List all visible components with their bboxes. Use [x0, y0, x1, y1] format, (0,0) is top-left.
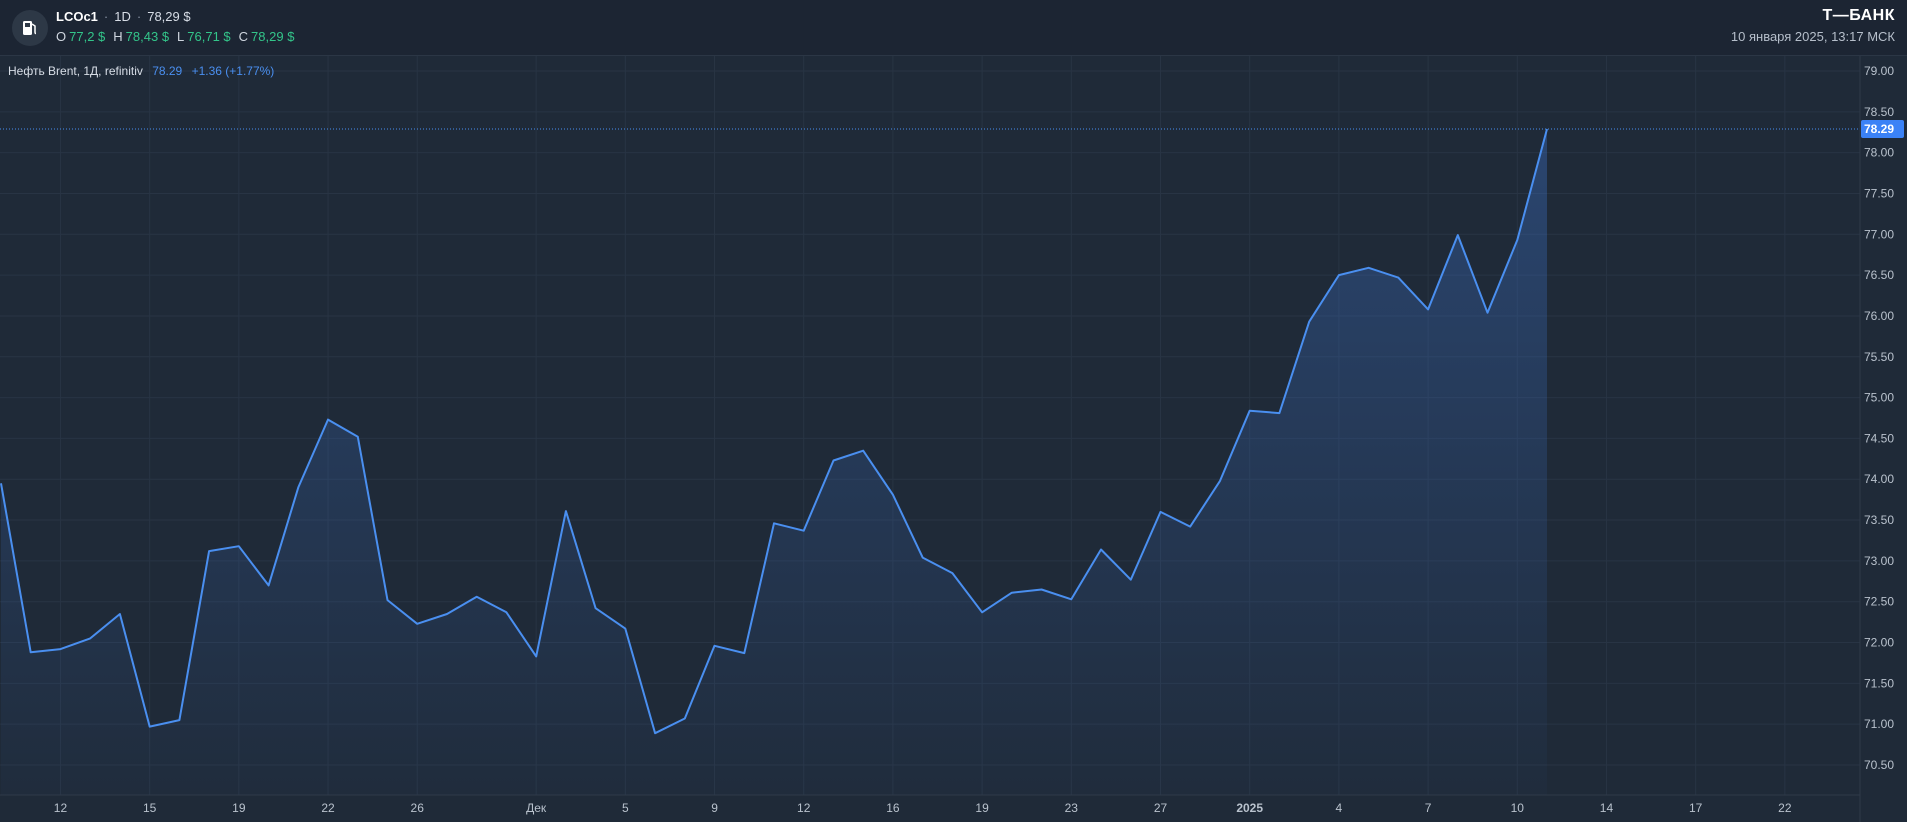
line-layer	[0, 128, 1548, 735]
y-tick-label: 73.00	[1864, 554, 1894, 568]
x-tick-label: 26	[411, 801, 425, 815]
ohlc-high: H 78,43 $	[113, 29, 170, 44]
y-tick-label: 72.00	[1864, 636, 1894, 650]
series-line[interactable]	[0, 128, 1548, 735]
x-tick-label: 7	[1425, 801, 1432, 815]
y-tick-label: 77.50	[1864, 186, 1894, 200]
y-tick-label: 70.50	[1864, 758, 1894, 772]
x-tick-label: 17	[1689, 801, 1703, 815]
brand-logo: Т—БАНК	[1822, 7, 1895, 24]
y-tick-label: 72.50	[1864, 595, 1894, 609]
x-tick-label: 23	[1065, 801, 1079, 815]
y-tick-label: 71.50	[1864, 676, 1894, 690]
ohlc-close: C 78,29 $	[238, 29, 295, 44]
ohlc-open: O 77,2 $	[56, 29, 106, 44]
last-price: 78,29 $	[147, 9, 191, 24]
separator-dot: ·	[136, 9, 142, 24]
x-tick-label: 4	[1336, 801, 1343, 815]
last-price-tag	[1861, 119, 1904, 138]
x-tick-label: 10	[1511, 801, 1525, 815]
x-tick-label: 19	[975, 801, 989, 815]
y-tick-label: 78.00	[1864, 146, 1894, 160]
ohlc-low: L 76,71 $	[177, 29, 231, 44]
x-tick-label: 16	[886, 801, 900, 815]
datetime-label: 10 января 2025, 13:17 МСК	[1730, 29, 1895, 44]
ticker-symbol: LCOc1	[56, 9, 98, 24]
interval-label[interactable]: 1D	[114, 9, 131, 24]
series-change: +1.36 (+1.77%)	[191, 64, 275, 78]
y-tick-label: 76.50	[1864, 268, 1894, 282]
series-area	[1, 129, 1547, 795]
y-tick-label: 74.00	[1864, 472, 1894, 486]
ticker-row: LCOc1 · 1D · 78,29 $	[56, 9, 191, 24]
ohlc-row: O 77,2 $ H 78,43 $ L 76,71 $ C 78,29 $	[56, 29, 302, 44]
fuel-pump-icon	[23, 21, 37, 35]
x-tick-label: 22	[1778, 801, 1792, 815]
x-tick-label: 27	[1154, 801, 1168, 815]
y-tick-label: 75.00	[1864, 391, 1894, 405]
x-tick-label: 19	[232, 801, 246, 815]
y-tick-label: 71.00	[1864, 717, 1894, 731]
series-name: Нефть Brent, 1Д, refinitiv	[8, 64, 143, 78]
x-tick-label: 5	[622, 801, 629, 815]
x-tick-label: 12	[797, 801, 811, 815]
x-tick-label: Дек	[526, 801, 547, 815]
x-tick-label: 14	[1600, 801, 1614, 815]
area-layer	[1, 129, 1547, 795]
separator-dot: ·	[103, 9, 109, 24]
price-marker-layer: 78.29	[0, 119, 1904, 138]
instrument-logo	[12, 10, 48, 46]
y-tick-label: 77.00	[1864, 227, 1894, 241]
x-tick-label: 9	[711, 801, 718, 815]
y-tick-label: 78.50	[1864, 105, 1894, 119]
y-tick-label: 76.00	[1864, 309, 1894, 323]
series-legend: Нефть Brent, 1Д, refinitiv 78.29 +1.36 (…	[8, 64, 274, 78]
y-tick-label: 75.50	[1864, 350, 1894, 364]
x-tick-label: 15	[143, 801, 157, 815]
last-price-tag-label: 78.29	[1864, 122, 1894, 136]
x-tick-label: 12	[54, 801, 68, 815]
y-tick-label: 73.50	[1864, 513, 1894, 527]
series-price: 78.29	[152, 64, 183, 78]
y-tick-label: 79.00	[1864, 64, 1894, 78]
price-axis[interactable]: 79.00 78.50 78.00 77.50 77.00 76.50 76.00 75.50…	[1859, 56, 1894, 822]
y-tick-label: 74.50	[1864, 431, 1894, 445]
x-tick-label: 22	[321, 801, 335, 815]
time-axis[interactable]: 12 15 19 22 26 Дек 5 9 12 16 19 23 27 2025 4 7 10 14 17 22	[0, 794, 1860, 815]
x-tick-label: 2025	[1236, 801, 1263, 815]
